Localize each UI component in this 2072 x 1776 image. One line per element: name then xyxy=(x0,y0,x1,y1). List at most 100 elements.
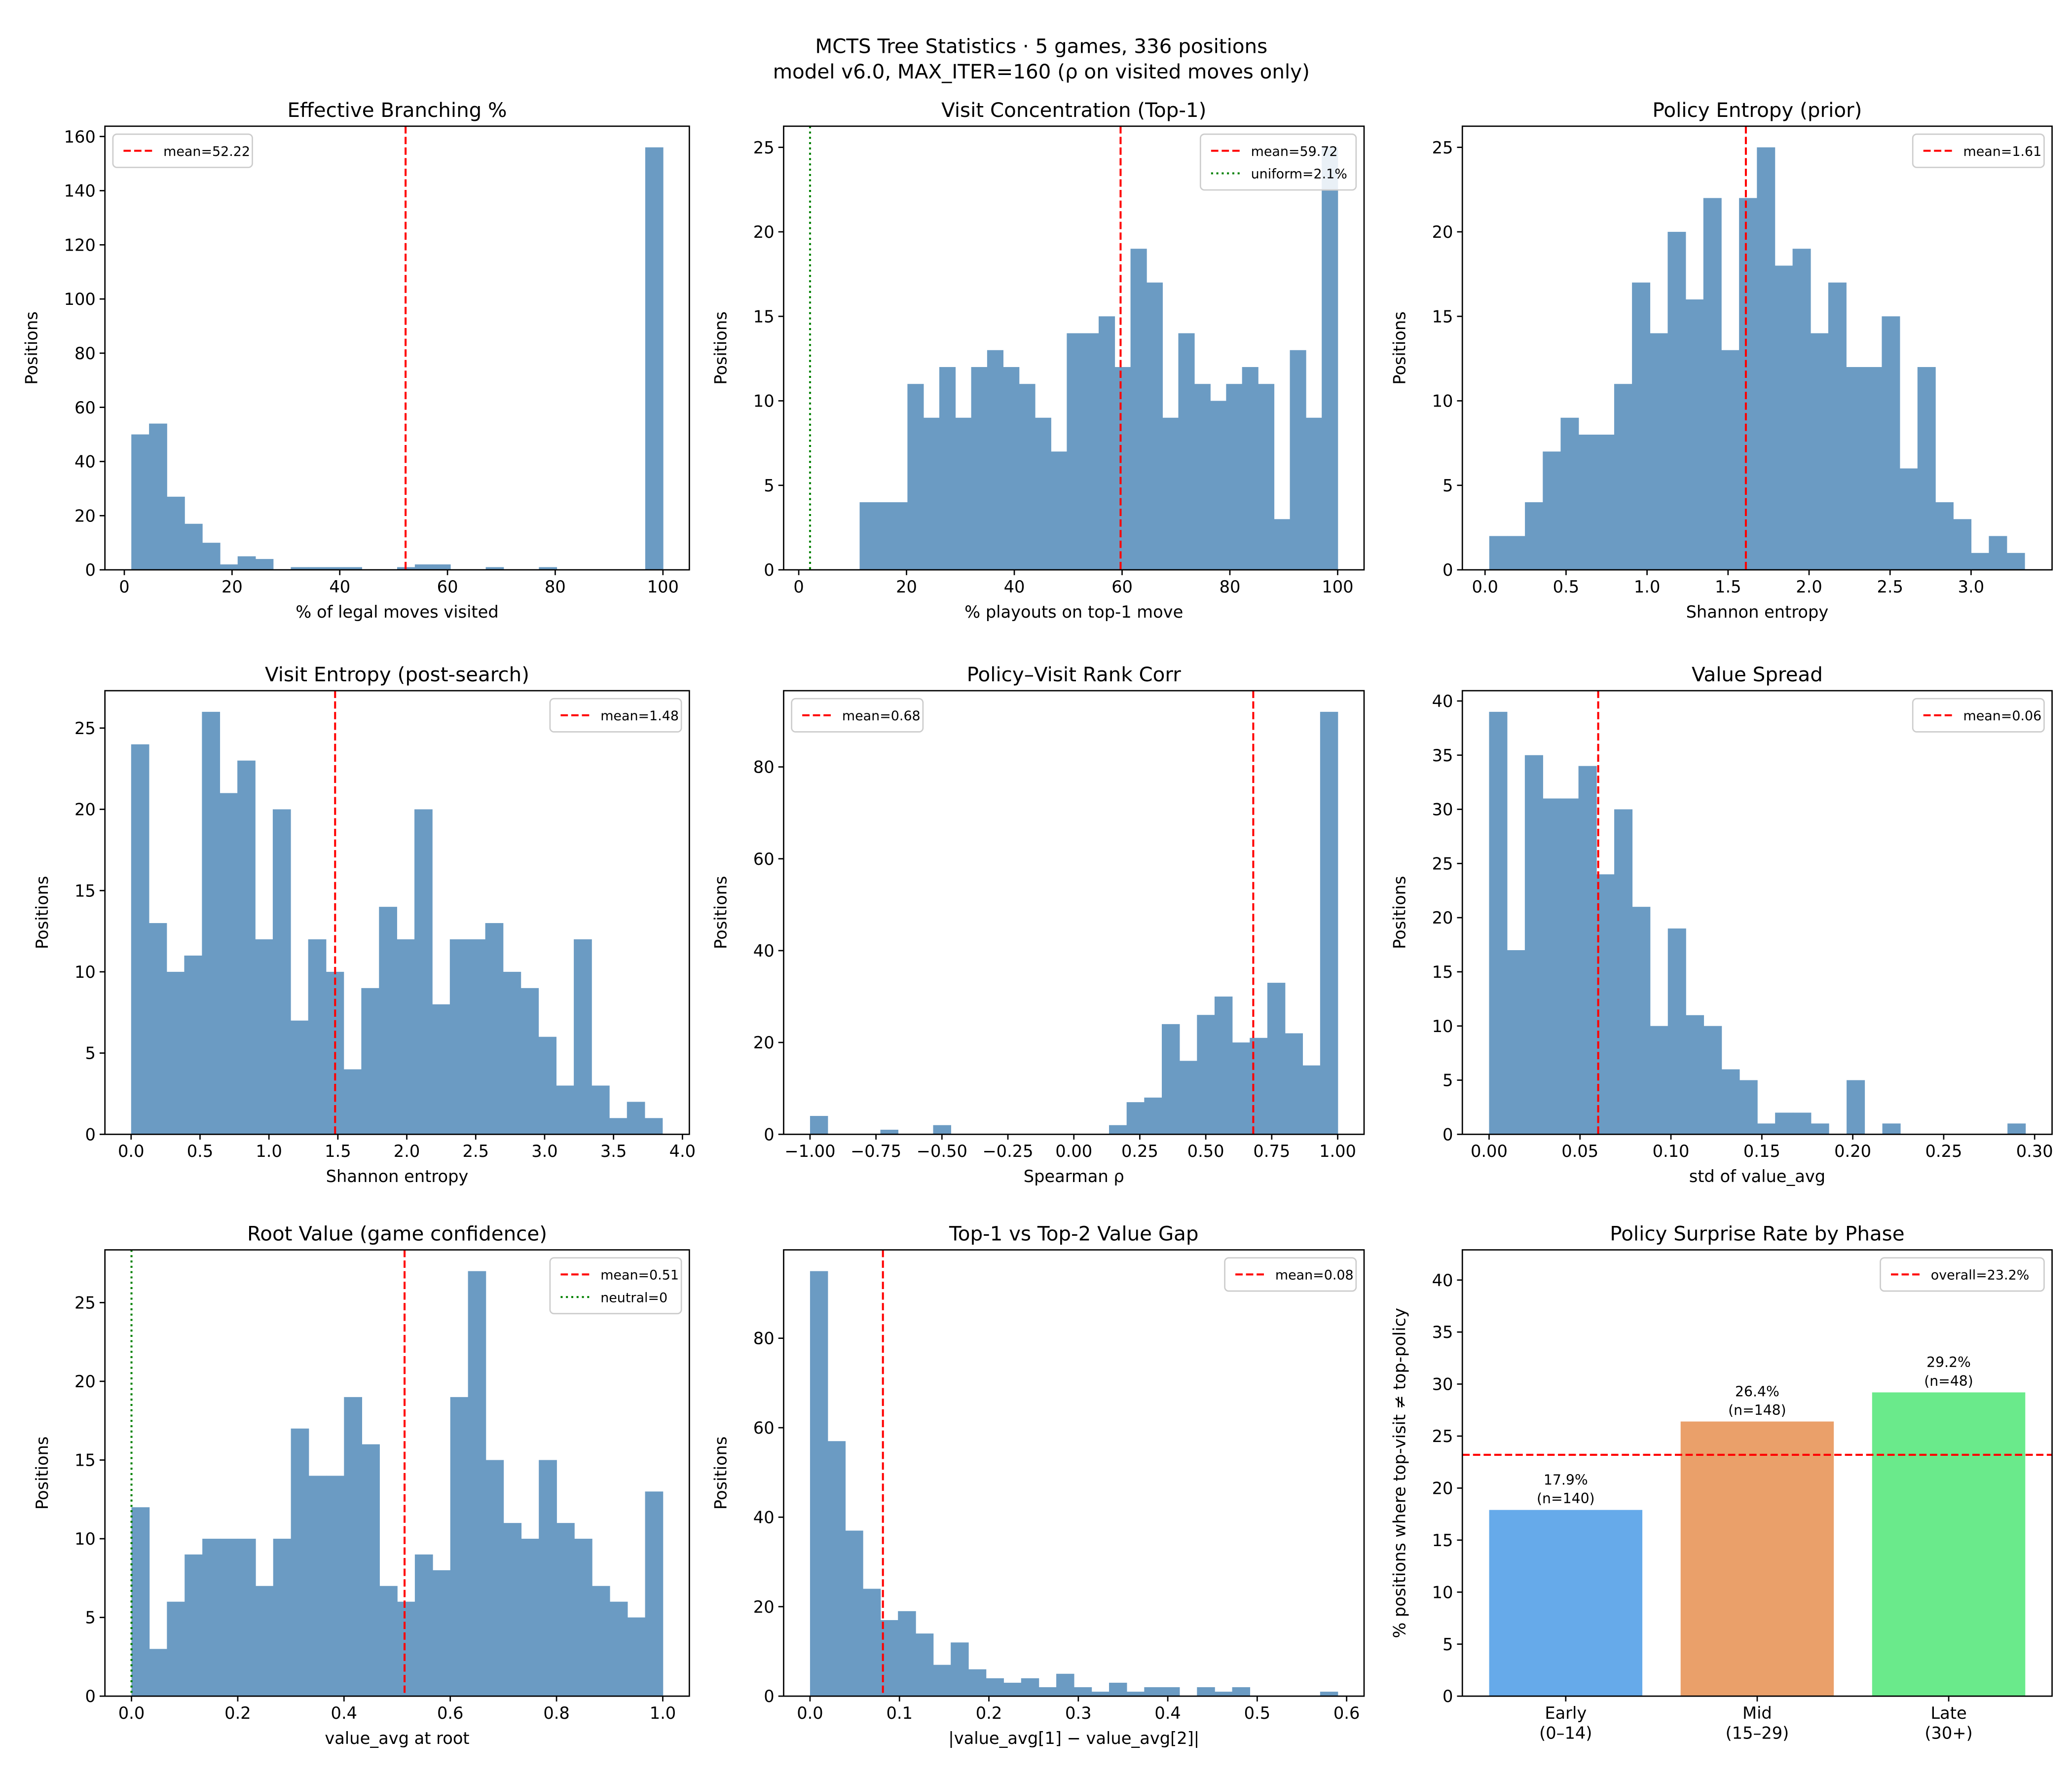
histogram-bar xyxy=(951,1642,969,1697)
histogram-bar xyxy=(1242,367,1258,570)
histogram-bar xyxy=(308,567,327,570)
histogram-bar xyxy=(131,434,149,570)
legend: mean=0.51 neutral=0 xyxy=(549,1257,682,1315)
x-tick-label: 80 xyxy=(545,577,566,596)
x-tick-label: 0.1 xyxy=(886,1703,912,1723)
histogram-bar xyxy=(167,1601,185,1697)
x-tick-label: 3.0 xyxy=(531,1142,558,1161)
legend: mean=1.48 xyxy=(549,698,682,733)
bar-percent-text: 26.4% xyxy=(1735,1383,1779,1400)
histogram-bar xyxy=(986,1678,1004,1697)
y-tick-label: 120 xyxy=(64,235,96,255)
y-tick-label: 0 xyxy=(1443,1687,1453,1706)
histogram-bar xyxy=(891,502,908,570)
histogram-bar xyxy=(432,564,451,570)
phase-name: Mid xyxy=(1742,1703,1772,1723)
histogram-bar xyxy=(1989,536,2007,570)
histogram-bar xyxy=(627,1617,646,1697)
y-tick-label: 30 xyxy=(1432,800,1453,819)
histogram-bar xyxy=(1144,1097,1162,1135)
x-tick-label: 100 xyxy=(647,577,679,596)
x-tick-label: 0.30 xyxy=(2016,1142,2053,1161)
x-tick-label: 0.10 xyxy=(1653,1142,1690,1161)
histogram-bar xyxy=(810,1271,828,1697)
panel-3: 0.0 0.5 1.0 1.5 2.0 2.5 3.0 0 5 10 15 20 25 Policy En… xyxy=(1390,99,2053,622)
x-tick-label: −0.75 xyxy=(851,1142,901,1161)
histogram-bar xyxy=(520,988,539,1135)
histogram-bar xyxy=(1917,367,1936,570)
y-tick-label: 10 xyxy=(753,392,775,411)
histogram-bar xyxy=(1161,1687,1180,1697)
x-tick-label: 2.0 xyxy=(1796,577,1822,596)
histogram-bar xyxy=(591,1085,610,1135)
y-tick-label: 0 xyxy=(1443,1125,1453,1144)
histogram-bar xyxy=(1811,1123,1829,1135)
histogram-bar xyxy=(185,1554,203,1697)
bar-count-text: (n=148) xyxy=(1728,1402,1786,1418)
histogram-bar xyxy=(166,971,185,1135)
histogram-bar xyxy=(898,1611,916,1697)
y-tick-label: 40 xyxy=(753,941,775,961)
axes-frame xyxy=(104,125,690,571)
histogram-bar xyxy=(1179,1061,1198,1135)
y-tick-label: 25 xyxy=(753,138,775,157)
y-tick-label: 20 xyxy=(74,1372,96,1391)
x-tick-label: 0.4 xyxy=(331,1703,358,1723)
x-tick-label: Mid (15–29) xyxy=(1726,1703,1789,1742)
histogram-bar xyxy=(1019,384,1036,570)
legend-box xyxy=(1912,133,2045,168)
y-axis-label: Positions xyxy=(711,876,731,949)
histogram-bar xyxy=(237,760,256,1135)
histogram-bar xyxy=(1614,384,1632,570)
bar-value-label: 26.4% (n=148) xyxy=(1728,1383,1786,1418)
phase-name: Early xyxy=(1545,1703,1587,1723)
y-tick-label: 15 xyxy=(74,881,96,900)
histogram-bar xyxy=(273,1539,292,1697)
x-axis-label: |value_avg[1] − value_avg[2]| xyxy=(948,1729,1199,1748)
histogram-bar xyxy=(344,567,362,570)
subplot-grid: 0 20 40 60 80 100020406080100120140160Effecti… xyxy=(22,99,2053,1748)
x-tick-label: 1.5 xyxy=(1715,577,1741,596)
x-tick-label: 0 xyxy=(793,577,804,596)
histogram-bar xyxy=(1126,1692,1145,1697)
x-tick-label: 0.5 xyxy=(1244,1703,1271,1723)
y-tick-label: 40 xyxy=(1432,692,1453,711)
legend-label: mean=0.06 xyxy=(1963,708,2042,724)
histogram-bar xyxy=(379,907,397,1135)
x-tick-label: 3.0 xyxy=(1958,577,1985,596)
histogram-bar xyxy=(1864,367,1883,570)
histogram-bar xyxy=(939,367,956,570)
x-tick-label: 4.0 xyxy=(669,1142,696,1161)
legend-box xyxy=(549,698,682,733)
subplot-title: Value Spread xyxy=(1692,663,1823,686)
histogram-bar xyxy=(1035,417,1051,570)
histogram-bar xyxy=(1650,1026,1668,1135)
histogram-bar xyxy=(1882,1123,1901,1135)
bar-percent-text: 17.9% xyxy=(1544,1472,1588,1488)
legend: mean=0.08 xyxy=(1224,1257,1357,1292)
y-tick-label: 20 xyxy=(1432,1479,1453,1498)
histogram-bar xyxy=(344,1397,363,1697)
histogram-bar xyxy=(1162,417,1179,570)
x-tick-label: 1.0 xyxy=(1634,577,1661,596)
y-tick-label: 60 xyxy=(74,398,96,417)
x-axis-label: % playouts on top-1 move xyxy=(964,602,1183,622)
histogram-bar xyxy=(467,939,486,1135)
histogram-bar xyxy=(845,1530,863,1697)
histogram-bar xyxy=(1232,1687,1251,1697)
histogram-bar xyxy=(933,1125,951,1135)
y-tick-label: 25 xyxy=(1432,854,1453,873)
x-tick-label: 0.00 xyxy=(1055,1142,1092,1161)
histogram-bar xyxy=(609,1601,628,1697)
histogram-bar xyxy=(1021,1678,1039,1697)
histogram-bar xyxy=(1721,350,1739,570)
x-tick-label: 0.5 xyxy=(1553,577,1580,596)
panel-7: 0.0 0.2 0.4 0.6 0.8 1.0 0 5 10 15 20 25 Root Value (… xyxy=(33,1222,690,1748)
y-tick-label: 20 xyxy=(753,1597,775,1617)
x-tick-label: 0.8 xyxy=(543,1703,570,1723)
x-tick-label: 60 xyxy=(437,577,458,596)
histogram-bar xyxy=(1578,435,1597,570)
x-tick-label: Early (0–14) xyxy=(1539,1703,1592,1742)
histogram-bar xyxy=(184,523,203,570)
subplot-title: Effective Branching % xyxy=(287,99,507,122)
